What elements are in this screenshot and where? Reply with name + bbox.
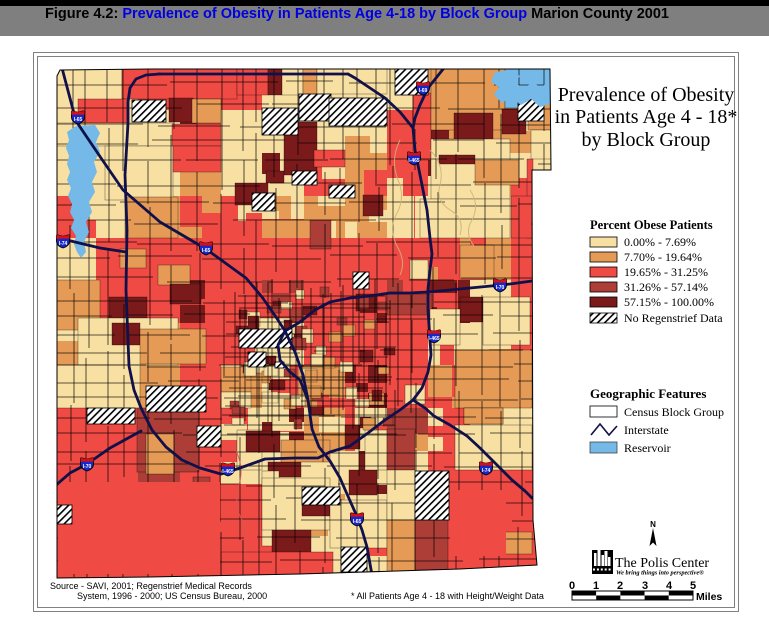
svg-text:I-65: I-65 xyxy=(353,519,362,525)
svg-text:3: 3 xyxy=(642,580,648,592)
svg-text:Geographic Features: Geographic Features xyxy=(590,386,706,401)
svg-text:19.65% - 31.25%: 19.65% - 31.25% xyxy=(624,265,708,279)
svg-text:I-465: I-465 xyxy=(428,336,440,342)
svg-text:4: 4 xyxy=(666,580,673,592)
svg-text:7.70% - 19.64%: 7.70% - 19.64% xyxy=(624,250,702,264)
svg-text:0: 0 xyxy=(569,580,575,592)
svg-text:Reservoir: Reservoir xyxy=(624,441,671,455)
svg-text:I-65: I-65 xyxy=(74,117,83,123)
svg-text:Census Block Group: Census Block Group xyxy=(624,405,724,419)
svg-text:We bring things into perspecti: We bring things into perspective® xyxy=(616,570,704,577)
svg-text:Percent Obese Patients: Percent Obese Patients xyxy=(590,218,713,232)
svg-text:Miles: Miles xyxy=(696,591,722,603)
svg-text:by Block Group: by Block Group xyxy=(582,129,711,151)
svg-text:The Polis Center: The Polis Center xyxy=(615,556,709,571)
svg-text:0.00% - 7.69%: 0.00% - 7.69% xyxy=(624,235,696,249)
svg-text:2: 2 xyxy=(617,580,623,592)
svg-text:Interstate: Interstate xyxy=(624,423,669,437)
svg-text:31.26% - 57.14%: 31.26% - 57.14% xyxy=(624,280,708,294)
svg-text:57.15% - 100.00%: 57.15% - 100.00% xyxy=(624,295,714,309)
svg-text:I-74: I-74 xyxy=(59,241,68,247)
svg-text:in Patients Age 4 - 18*: in Patients Age 4 - 18* xyxy=(555,106,738,128)
svg-text:I-465: I-465 xyxy=(222,469,234,475)
svg-text:I-69: I-69 xyxy=(419,88,428,94)
svg-text:I-74: I-74 xyxy=(482,468,491,474)
svg-text:I-65: I-65 xyxy=(202,248,211,254)
svg-text:I-465: I-465 xyxy=(408,158,420,164)
svg-text:I-70: I-70 xyxy=(83,464,92,470)
svg-text:5: 5 xyxy=(690,580,696,592)
svg-text:No Regenstrief Data: No Regenstrief Data xyxy=(624,311,723,325)
svg-text:1: 1 xyxy=(593,580,599,592)
svg-text:Prevalence of Obesity: Prevalence of Obesity xyxy=(558,84,735,106)
svg-text:I-70: I-70 xyxy=(496,285,505,291)
svg-text:N: N xyxy=(650,520,656,529)
